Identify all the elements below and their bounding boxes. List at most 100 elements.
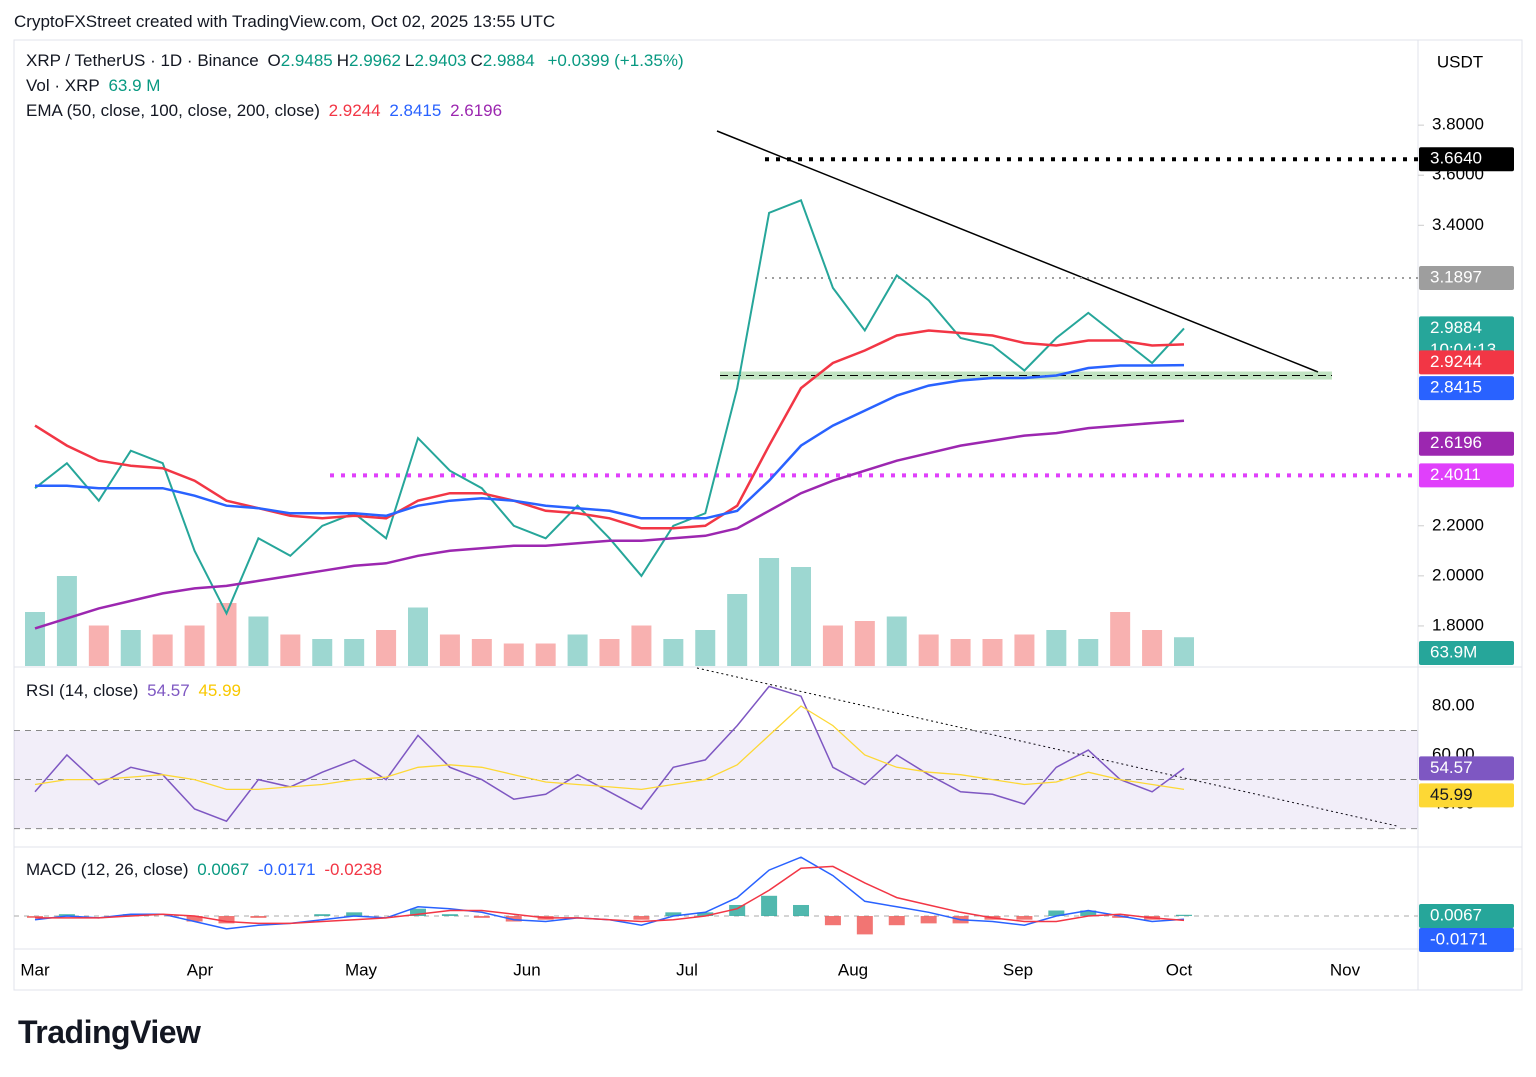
volume-bar	[1014, 634, 1035, 666]
ema-line	[34, 419, 1185, 630]
macd-histogram-bar	[1080, 910, 1097, 917]
rsi-badge	[1419, 783, 1514, 808]
macd-badge	[1419, 928, 1514, 952]
ohlc: O2.9485 H2.9962 L2.9403 C2.9884	[268, 51, 539, 70]
price-badge-label: 2.9884	[1430, 318, 1482, 337]
macd-histogram-bar	[1112, 916, 1129, 918]
volume-bar	[791, 567, 811, 666]
y-tick-label: 3.4000	[1432, 215, 1484, 234]
macd-histogram-bar	[58, 914, 75, 917]
macd-histogram-bar	[824, 916, 841, 926]
volume-bar	[248, 616, 269, 666]
ema-badge	[1419, 350, 1514, 375]
macd-histogram-bar	[856, 916, 873, 935]
macd-histogram-bar	[218, 916, 235, 924]
level-badge-label: 3.6640	[1430, 149, 1482, 168]
ohlc-label: C	[470, 51, 483, 70]
ema-line	[35, 363, 1185, 520]
macd-value: -0.0171	[257, 860, 316, 879]
symbol-legend: XRP / TetherUS · 1D · Binance O2.9485 H2.…	[26, 51, 688, 71]
level-badge	[1419, 463, 1514, 488]
volume-bar	[663, 639, 684, 666]
macd-histogram-bar	[888, 916, 905, 926]
ema-badge	[1419, 431, 1514, 456]
volume-bar	[1174, 637, 1194, 666]
macd-histogram-bar	[314, 914, 331, 917]
ema-badge-label: 2.8415	[1430, 378, 1482, 397]
volume-bar	[216, 603, 237, 666]
macd-histogram-bar	[122, 914, 139, 917]
macd-histogram-bar	[1176, 914, 1192, 917]
volume-bar	[1110, 612, 1131, 666]
currency: USDT	[1437, 52, 1483, 71]
x-tick-label: Nov	[1330, 960, 1361, 979]
volume-bar	[695, 630, 716, 666]
volume-title: Vol · XRP	[26, 76, 100, 95]
volume-bar	[503, 643, 524, 666]
volume-bar	[599, 639, 620, 666]
rsi-value: 45.99	[198, 681, 241, 700]
macd-legend: MACD (12, 26, close) 0.0067 -0.0171 -0.0…	[26, 860, 386, 880]
ohlc-value: 2.9485	[280, 51, 333, 70]
rsi-badge-label: 45.99	[1430, 785, 1473, 804]
macd-histogram-bar	[505, 916, 522, 922]
credit: CryptoFXStreet created with TradingView.…	[14, 12, 556, 31]
macd-value: 0.0067	[197, 860, 250, 879]
macd-histogram-bar	[410, 908, 426, 917]
level-badge	[1419, 147, 1514, 172]
volume-bar	[184, 625, 205, 666]
ohlc-label: L	[405, 51, 415, 70]
volume-bar	[25, 612, 45, 666]
volume-bar	[280, 634, 301, 666]
x-tick-label: Mar	[20, 960, 50, 979]
y-tick-label: 2.0000	[1432, 565, 1484, 584]
macd-histogram-bar	[665, 912, 682, 917]
ohlc-value: 2.9962	[349, 51, 402, 70]
y-tick-label: 1.8000	[1432, 615, 1484, 634]
volume-bar	[312, 639, 333, 666]
level-badge-label: 3.1897	[1430, 267, 1482, 286]
change: +0.0399 (+1.35%)	[547, 51, 684, 70]
macd-histogram-bar	[346, 912, 363, 917]
ema-line	[34, 329, 1185, 530]
volume-bar	[759, 558, 780, 666]
volume-bar	[56, 576, 77, 666]
ema-badge-label: 2.9244	[1430, 352, 1482, 371]
level-badge	[1419, 265, 1514, 290]
volume-badge-label: 63.9M	[1430, 642, 1477, 661]
macd-histogram-bar	[1048, 910, 1065, 917]
macd-line	[35, 865, 1185, 925]
x-tick-label: May	[345, 960, 378, 979]
y-tick-label: 3.8000	[1432, 115, 1484, 134]
macd-histogram-bar	[1016, 916, 1033, 920]
volume-bar	[950, 639, 971, 666]
rsi-line	[34, 685, 1185, 823]
x-tick-label: Jul	[676, 960, 698, 979]
macd-histogram-bar	[186, 916, 203, 922]
rsi-legend: RSI (14, close) 54.57 45.99	[26, 681, 245, 701]
macd-histogram-bar	[761, 895, 778, 917]
macd-histogram-bar	[441, 914, 458, 917]
logo: TradingView	[18, 1014, 201, 1050]
ohlc-value: 2.9884	[482, 51, 535, 70]
rsi-tick-label: 80.00	[1432, 695, 1475, 714]
macd-badge	[1419, 904, 1514, 928]
ema-badge	[1419, 376, 1514, 401]
macd-histogram-bar	[697, 912, 714, 917]
volume-bar	[535, 643, 556, 666]
macd-title: MACD (12, 26, close)	[26, 860, 189, 879]
volume-bar	[822, 625, 843, 666]
ema-title: EMA (50, close, 100, close, 200, close)	[26, 101, 320, 120]
ohlc-value: 2.9403	[414, 51, 467, 70]
x-tick-label: Apr	[187, 960, 214, 979]
macd-histogram-bar	[27, 916, 43, 918]
volume-bar	[1046, 630, 1067, 666]
volume-bar	[471, 639, 492, 666]
ema-badge-label: 2.6196	[1430, 433, 1482, 452]
volume-bar	[88, 625, 109, 666]
ema-legend: EMA (50, close, 100, close, 200, close) …	[26, 101, 506, 121]
volume-bar	[918, 634, 939, 666]
symbol: XRP / TetherUS · 1D · Binance	[26, 51, 259, 70]
ema-value: 2.9244	[328, 101, 381, 120]
